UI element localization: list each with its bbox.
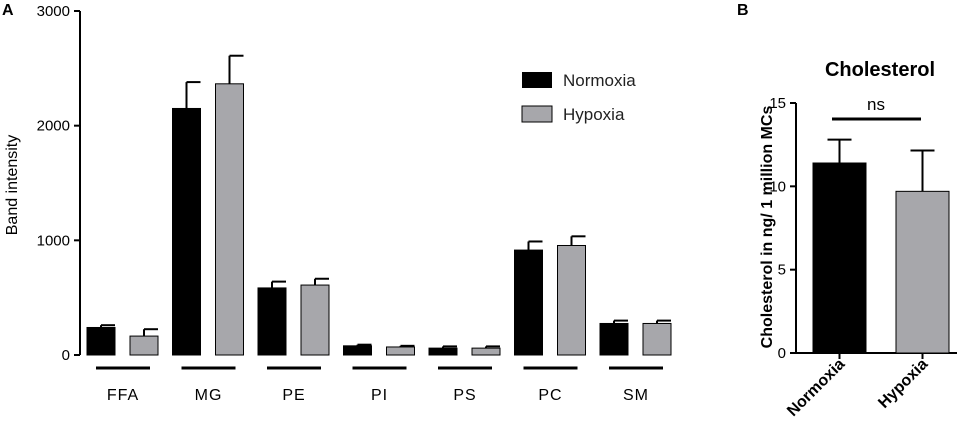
y-tick-label-b-5: 5 [778,262,786,279]
legend-swatch-normoxia [522,72,552,88]
chart-title-b: Cholesterol [825,59,935,81]
category-label-pe: PE [282,387,305,404]
y-tick-label-b-10: 10 [769,178,786,195]
category-label-ffa: FFA [107,387,139,404]
significance-label: ns [867,95,885,114]
legend-label-hypoxia: Hypoxia [563,105,625,124]
bar-pc-hypoxia [557,244,586,356]
bar-ffa-hypoxia [129,335,159,356]
bars-b [812,138,950,354]
bar-pc-normoxia [514,249,543,356]
category-labels-b: Normoxia Hypoxia [784,353,931,420]
bar-sm-hypoxia [642,322,672,356]
category-label-pi: PI [371,387,388,404]
legend-label-normoxia: Normoxia [563,71,636,90]
chart-panel-a: A Band intensity 0 1000 2000 3000 FFA MG PE PI… [2,2,672,404]
category-labels-a: FFA MG PE PI PS PC SM [96,366,663,404]
significance-annotation: ns [832,95,921,121]
y-tick-label-b-0: 0 [778,345,786,362]
bar-pe-hypoxia [300,284,330,356]
y-axis-a: 0 1000 2000 3000 [37,3,81,364]
y-tick-label-a-1000: 1000 [37,232,70,249]
panel-letter-a: A [2,2,14,19]
category-label-sm: SM [623,387,649,404]
bar-mg-normoxia [172,107,201,356]
y-tick-label-a-2000: 2000 [37,118,70,135]
bar-ffa-normoxia [86,326,116,356]
bars-a [86,54,672,356]
y-tick-label-b-15: 15 [769,95,786,112]
legend-a: Normoxia Hypoxia [521,71,636,124]
bar-sm-normoxia [599,322,629,356]
category-label-b-hypoxia: Hypoxia [875,356,931,412]
y-tick-label-a-3000: 3000 [37,3,70,20]
bar-pi-normoxia [343,345,372,356]
bar-pe-normoxia [257,287,287,356]
bar-b-hypoxia [895,190,950,354]
y-tick-label-a-0: 0 [62,347,70,364]
bar-mg-hypoxia [215,83,244,356]
chart-panel-b: B Cholesterol Cholesterol in ng/ 1 milli… [737,2,957,420]
category-label-mg: MG [195,387,223,404]
bar-ps-hypoxia [471,347,501,356]
bar-b-normoxia [812,162,867,354]
category-label-ps: PS [453,387,476,404]
y-axis-title-a: Band intensity [4,135,21,236]
y-axis-title-b: Cholesterol in ng/ 1 million MCs [759,106,776,349]
category-label-pc: PC [538,387,562,404]
panel-letter-b: B [737,2,749,19]
category-label-b-normoxia: Normoxia [784,356,848,420]
bar-pi-hypoxia [386,346,415,356]
legend-swatch-hypoxia [521,105,553,123]
bar-ps-normoxia [428,347,458,356]
